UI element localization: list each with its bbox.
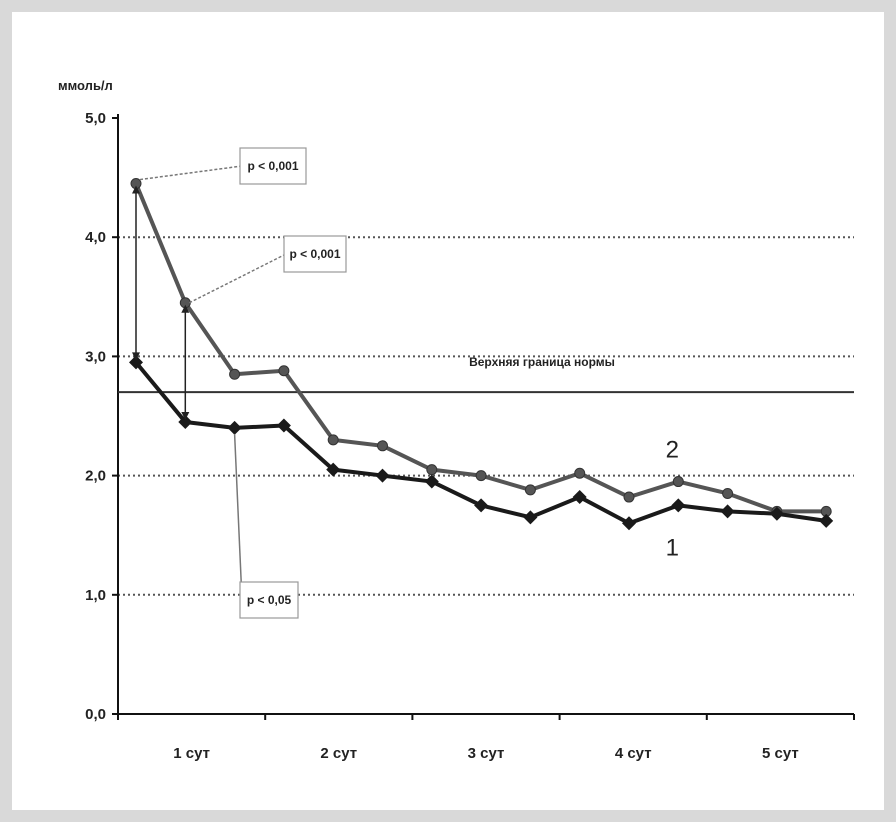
y-tick-label: 1,0: [85, 587, 106, 604]
series-1-point: [769, 506, 784, 521]
reference-line-label: Верхняя граница нормы: [469, 355, 615, 369]
series-1-point: [424, 474, 439, 489]
annotation-label: p < 0,05: [247, 593, 292, 607]
series-1-point: [326, 462, 341, 477]
annotation-box: [239, 581, 299, 619]
y-tick-label: 3,0: [85, 348, 106, 365]
series-1-point: [178, 414, 193, 429]
series-1-point: [622, 516, 636, 531]
x-tick-label: 5 сут: [762, 745, 799, 762]
significance-arrow-head: [132, 185, 140, 194]
annotation-box: [239, 147, 307, 185]
series-2-point: [524, 484, 536, 496]
series-2-point: [475, 470, 487, 482]
x-tick-label: 4 сут: [615, 745, 652, 762]
series-1-label: 1: [666, 534, 679, 561]
y-tick-label: 4,0: [85, 229, 106, 246]
series-2-point: [672, 476, 684, 488]
series-2-point: [377, 440, 388, 452]
series-1-point: [474, 498, 489, 513]
series-1-point: [276, 418, 291, 433]
annotation-label: p < 0,001: [247, 159, 298, 173]
annotation-leader: [188, 253, 287, 304]
significance-arrow-head: [132, 352, 140, 361]
series-1-point: [819, 513, 834, 528]
series-2-point: [327, 434, 339, 446]
x-tick-label: 1 сут: [173, 745, 210, 762]
y-tick-label: 2,0: [85, 468, 106, 485]
x-tick-label: 3 сут: [468, 745, 505, 762]
series-1-point: [720, 504, 735, 519]
series-2-point: [426, 464, 438, 476]
line-chart: 0,0 1,0 2,0 3,0 4,0 5,0 1 сут 2 сут 3 сут 4 сут 5 …: [58, 78, 855, 762]
series-1-point: [572, 490, 587, 505]
significance-arrow-head: [181, 411, 190, 420]
significance-arrow-head: [181, 304, 190, 313]
series-2-point: [574, 467, 586, 479]
series-2-label: 2: [666, 437, 679, 464]
chart-frame: 0,0 1,0 2,0 3,0 4,0 5,0 1 сут 2 сут 3 сут 4 сут 5 …: [12, 12, 884, 810]
series-1-point: [523, 510, 538, 525]
annotation-label: p < 0,001: [289, 247, 340, 261]
y-axis-label: ммоль/л: [58, 78, 113, 93]
y-tick-label: 5,0: [85, 110, 106, 127]
series-2-point: [722, 487, 734, 499]
series-1-point: [227, 420, 242, 435]
series-1-point: [129, 355, 143, 370]
series-2-point: [278, 365, 290, 377]
annotation-leader: [233, 433, 243, 601]
series-line-2: [134, 182, 827, 514]
series-1-point: [671, 498, 686, 513]
y-tick-label: 0,0: [85, 706, 106, 723]
series-2-point: [229, 368, 241, 380]
series-1-point: [375, 468, 390, 483]
x-tick-label: 2 сут: [320, 745, 357, 762]
annotation-leader: [139, 165, 243, 181]
series-2-point: [623, 491, 635, 503]
annotation-box: [283, 235, 347, 273]
